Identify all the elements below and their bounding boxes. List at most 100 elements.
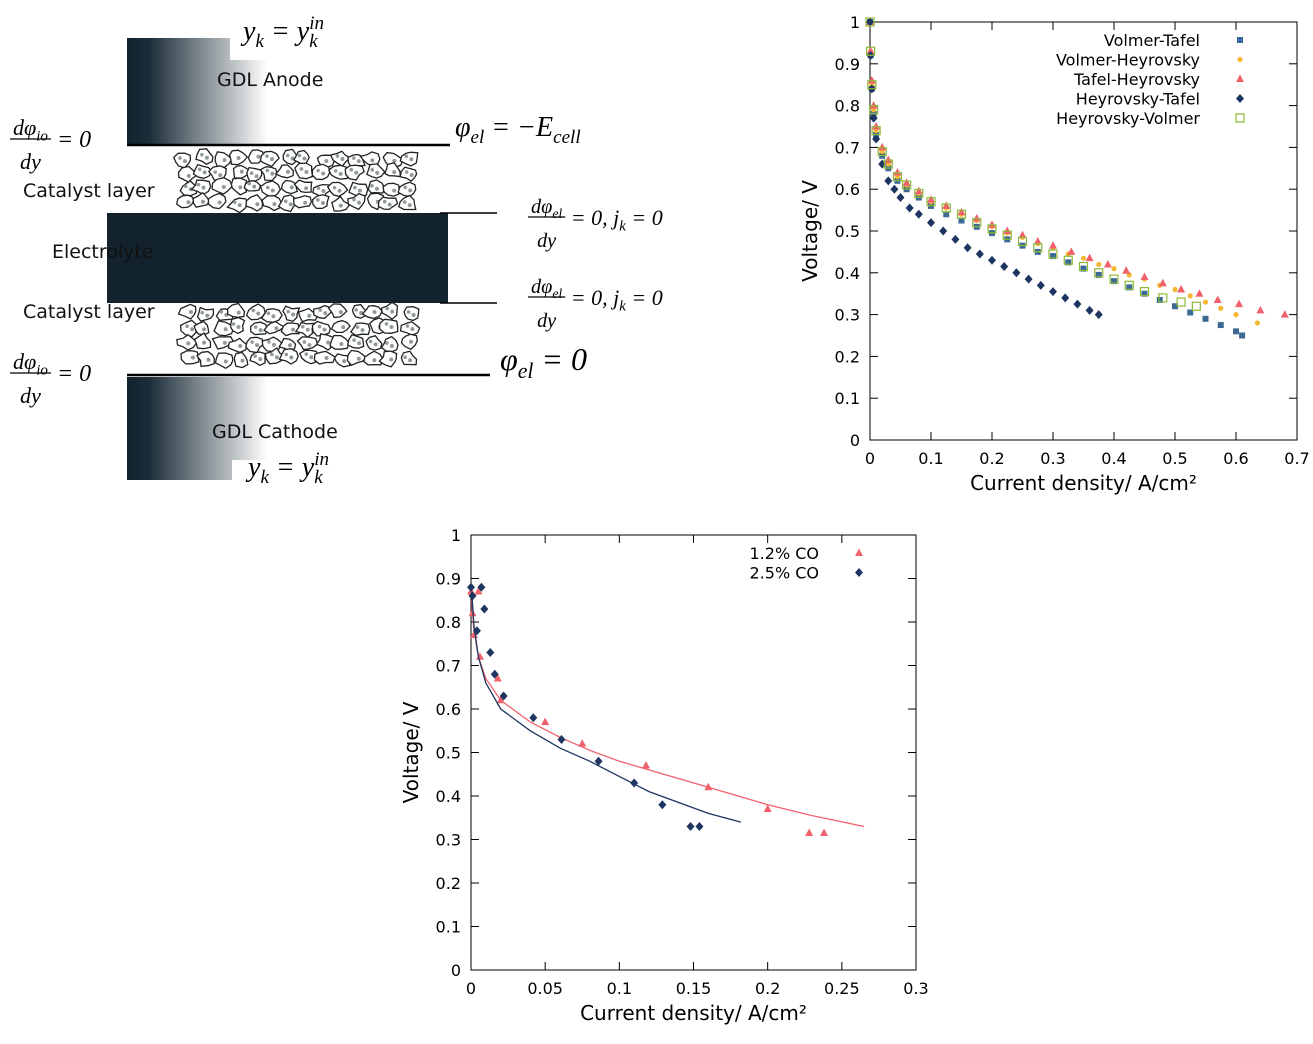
- catalyst-dot: [256, 311, 261, 316]
- math-text: dφ: [531, 276, 552, 298]
- point: [1195, 289, 1204, 297]
- point: [1141, 290, 1148, 297]
- fit-line: [471, 600, 865, 828]
- point: [942, 201, 951, 209]
- equation: dφ io dy = 0: [10, 115, 91, 174]
- catalyst-dot: [384, 322, 389, 326]
- catalyst-dot: [190, 355, 195, 360]
- catalyst-particle: [227, 337, 249, 354]
- catalyst-dot: [304, 352, 309, 357]
- catalyst-dot: [258, 328, 263, 333]
- point: [686, 821, 695, 831]
- point: [658, 800, 667, 810]
- y-tick-label: 0.8: [835, 97, 860, 116]
- catalyst-dot: [332, 185, 337, 190]
- legend-marker: [1236, 74, 1244, 82]
- catalyst-particle: [312, 194, 330, 210]
- legend-label: Tafel-Heyrovsky: [1073, 70, 1200, 89]
- catalyst-particle: [378, 350, 398, 368]
- point: [763, 804, 772, 813]
- catalyst-dot: [200, 152, 204, 157]
- catalyst-particle: [277, 194, 298, 213]
- catalyst-particle: [177, 303, 197, 320]
- point: [1080, 265, 1087, 272]
- catalyst-dot: [357, 188, 362, 193]
- x-tick-label: 0.6: [1223, 449, 1248, 468]
- catalyst-dot: [373, 342, 378, 347]
- point: [1085, 253, 1094, 262]
- catalyst-dot: [251, 308, 256, 313]
- catalyst-dot: [370, 168, 375, 172]
- catalyst-dot: [356, 200, 361, 205]
- catalyst-particle: [175, 194, 195, 209]
- catalyst-dot: [265, 168, 270, 173]
- point: [867, 76, 876, 84]
- catalyst-dot: [291, 312, 296, 317]
- point: [1172, 286, 1178, 293]
- math-text: = 0: [51, 361, 91, 387]
- catalyst-particle: [327, 303, 348, 319]
- point: [496, 695, 505, 704]
- point: [1156, 296, 1163, 303]
- catalyst-dot: [353, 185, 357, 190]
- point: [1109, 274, 1119, 284]
- point: [1213, 295, 1222, 303]
- point: [1254, 320, 1260, 326]
- catalyst-particle: [245, 194, 264, 212]
- point: [914, 186, 923, 195]
- point: [1003, 226, 1012, 234]
- catalyst-dot: [389, 357, 394, 362]
- math-subscript: el: [471, 127, 485, 148]
- y-tick-label: 0.2: [835, 347, 860, 366]
- point: [642, 761, 651, 769]
- catalyst-dot: [409, 157, 414, 162]
- catalyst-dot: [266, 311, 271, 316]
- catalyst-dot: [402, 200, 407, 204]
- catalyst-particle: [195, 350, 216, 368]
- math-subscript: el: [552, 206, 562, 221]
- catalyst-dot: [372, 310, 377, 315]
- catalyst-particle: [245, 303, 266, 321]
- equation: dφ io dy = 0: [10, 349, 91, 408]
- catalyst-dot: [405, 324, 410, 328]
- math-text: dφ: [531, 196, 552, 218]
- math-text: = 0: [51, 127, 91, 153]
- catalyst-dot: [197, 167, 202, 172]
- point: [477, 582, 486, 592]
- catalyst-dot: [392, 188, 397, 193]
- catalyst-dot: [374, 186, 379, 191]
- point: [957, 207, 966, 216]
- catalyst-dot: [318, 308, 323, 312]
- catalyst-dot: [335, 154, 340, 158]
- point: [1202, 299, 1209, 305]
- catalyst-dot: [258, 357, 263, 362]
- catalyst-dot: [222, 157, 227, 162]
- catalyst-dot: [186, 200, 191, 205]
- catalyst-particle: [274, 164, 295, 179]
- catalyst-dot: [202, 340, 207, 345]
- x-tick-label: 0.3: [1040, 449, 1065, 468]
- region-label: GDL Cathode: [212, 421, 338, 443]
- catalyst-particle: [259, 150, 280, 168]
- point: [896, 193, 905, 203]
- catalyst-dot: [183, 159, 188, 164]
- catalyst-particle: [380, 335, 399, 353]
- point: [877, 146, 887, 157]
- point: [892, 172, 903, 182]
- catalyst-dot: [370, 158, 375, 163]
- point: [1158, 278, 1167, 287]
- x-tick-label: 0.15: [676, 979, 712, 998]
- y-tick-label: 1: [850, 13, 860, 32]
- catalyst-dot: [247, 181, 251, 186]
- region-label: Catalyst layer: [23, 180, 155, 202]
- point: [869, 101, 878, 109]
- catalyst-dot: [240, 358, 245, 363]
- math-text: dφ: [13, 115, 36, 140]
- y-tick-label: 0.2: [436, 874, 461, 893]
- catalyst-particle: [246, 166, 263, 183]
- catalyst-dot: [338, 171, 343, 176]
- catalyst-dot: [323, 311, 328, 316]
- point: [499, 691, 508, 701]
- point: [988, 220, 996, 228]
- y-axis-label: Voltage/ V: [798, 180, 822, 282]
